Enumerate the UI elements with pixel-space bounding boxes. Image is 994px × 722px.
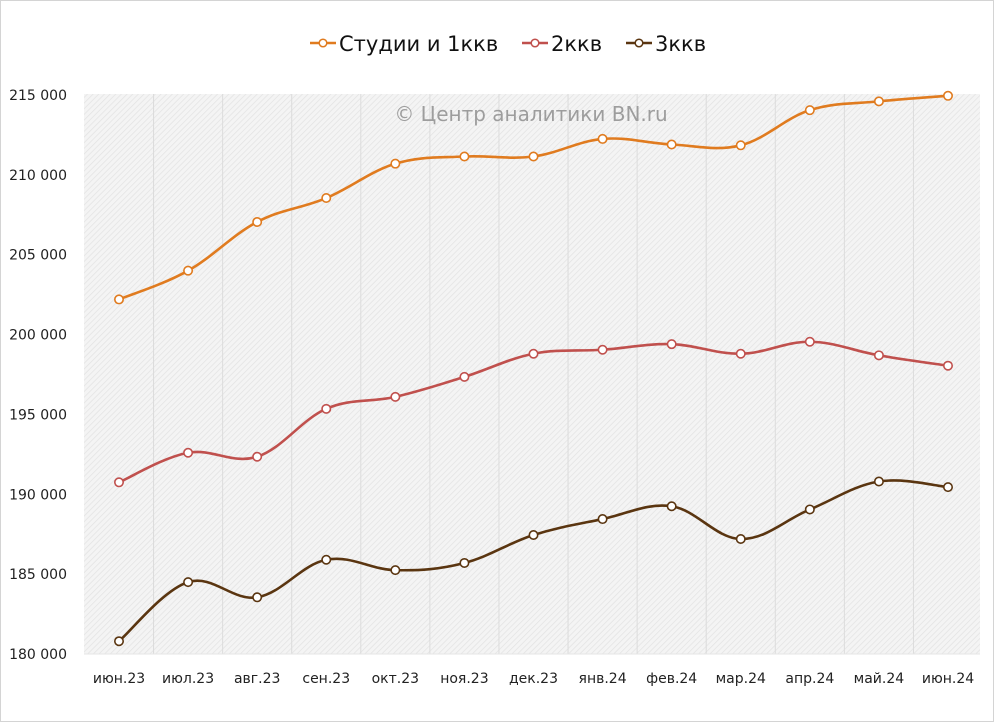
data-point	[183, 447, 194, 458]
y-tick-label: 195 000	[9, 407, 67, 423]
plot-area	[84, 94, 980, 654]
y-tick-label: 210 000	[9, 168, 67, 184]
data-point	[873, 476, 884, 487]
data-point	[666, 139, 677, 150]
x-tick-label: сен.23	[302, 671, 350, 687]
legend-item: Студии и 1ккв	[310, 32, 498, 56]
data-point	[459, 371, 470, 382]
series-3	[114, 476, 953, 647]
data-point	[252, 216, 263, 227]
legend: Студии и 1ккв 2ккв 3ккв	[310, 32, 706, 56]
data-point	[114, 294, 125, 305]
data-point	[183, 265, 194, 276]
x-tick-label: ноя.23	[440, 671, 488, 687]
legend-item: 2ккв	[522, 32, 602, 56]
series-2	[114, 336, 953, 488]
legend-marker-icon	[634, 38, 644, 48]
data-point	[321, 554, 332, 565]
data-point	[666, 501, 677, 512]
data-point	[252, 451, 263, 462]
x-tick-label: мар.24	[716, 671, 766, 687]
y-tick-label: 180 000	[9, 647, 67, 663]
x-tick-label: авг.23	[234, 671, 280, 687]
x-tick-label: апр.24	[785, 671, 834, 687]
x-tick-label: фев.24	[646, 671, 697, 687]
x-tick-label: июн.24	[922, 671, 974, 687]
x-tick-label: май.24	[854, 671, 905, 687]
data-point	[252, 592, 263, 603]
legend-item: 3ккв	[626, 32, 706, 56]
legend-label: 2ккв	[551, 32, 602, 56]
data-point	[321, 193, 332, 204]
data-point	[321, 403, 332, 414]
data-point	[390, 158, 401, 169]
data-point	[735, 534, 746, 545]
data-point	[597, 133, 608, 144]
data-point	[735, 140, 746, 151]
data-point	[942, 90, 953, 101]
y-tick-label: 190 000	[9, 487, 67, 503]
y-tick-label: 200 000	[9, 328, 67, 344]
data-point	[183, 577, 194, 588]
data-point	[114, 477, 125, 488]
legend-marker-icon	[530, 38, 540, 48]
data-point	[528, 151, 539, 162]
data-point	[942, 360, 953, 371]
data-point	[804, 504, 815, 515]
data-point	[873, 350, 884, 361]
gridlines	[84, 94, 980, 655]
legend-label: 3ккв	[655, 32, 706, 56]
data-point	[597, 344, 608, 355]
data-point	[114, 636, 125, 647]
x-axis: июн.23 июл.23 авг.23 сен.23 окт.23 ноя.23 дек.…	[93, 671, 974, 687]
series-lines	[114, 90, 953, 647]
data-point	[459, 151, 470, 162]
data-point	[597, 514, 608, 525]
data-point	[942, 482, 953, 493]
x-tick-label: окт.23	[372, 671, 419, 687]
data-point	[459, 557, 470, 568]
y-tick-label: 205 000	[9, 248, 67, 264]
data-point	[873, 96, 884, 107]
data-point	[666, 339, 677, 350]
x-tick-label: июн.23	[93, 671, 145, 687]
data-point	[528, 348, 539, 359]
x-tick-label: июл.23	[162, 671, 214, 687]
x-tick-label: дек.23	[509, 671, 558, 687]
data-point	[735, 348, 746, 359]
data-point	[390, 565, 401, 576]
y-axis: 180 000 185 000 190 000 195 000 200 000 205 0…	[9, 88, 67, 663]
y-tick-label: 185 000	[9, 567, 67, 583]
watermark: © Центр аналитики BN.ru	[394, 102, 667, 126]
legend-marker-icon	[318, 38, 328, 48]
y-tick-label: 215 000	[9, 88, 67, 104]
data-point	[528, 530, 539, 541]
data-point	[804, 336, 815, 347]
data-point	[390, 391, 401, 402]
data-point	[804, 105, 815, 116]
x-tick-label: янв.24	[579, 671, 627, 687]
series-1	[114, 90, 953, 305]
legend-label: Студии и 1ккв	[339, 32, 498, 56]
